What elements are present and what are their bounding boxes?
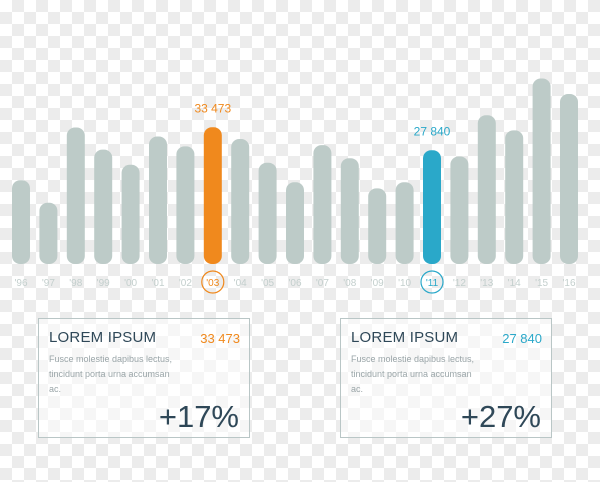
x-tick-label: '02: [179, 278, 192, 289]
bar-02: [176, 146, 195, 264]
bar-value-label: 33 473: [194, 101, 231, 115]
summary-panel-03: LOREM IPSUM 33 473 Fusce molestie dapibu…: [38, 318, 250, 438]
bar-08: [340, 158, 359, 264]
x-tick-label: '13: [480, 278, 493, 289]
x-tick-label: '11: [426, 278, 439, 289]
bar-06: [286, 182, 304, 264]
bar-chart: '96 '97 '98 '99 '00 '01 '02 '03 33 473 '04 '05 '06 '…: [12, 78, 578, 294]
x-tick-label: '08: [343, 278, 356, 289]
bar-10: [395, 182, 414, 264]
panel-value: 33 473: [200, 331, 240, 346]
panel-description: Fusce molestie dapibus lectus, tincidunt…: [351, 354, 475, 394]
panel-title: LOREM IPSUM: [49, 329, 157, 346]
bar-01: [149, 136, 167, 264]
panel-title: LOREM IPSUM: [351, 329, 459, 346]
highlight-ring: [201, 270, 225, 294]
x-tick-label: '00: [124, 278, 137, 289]
bar-96: [12, 180, 30, 264]
x-tick-label: '01: [151, 278, 164, 289]
x-tick-label: '10: [398, 278, 411, 289]
x-tick-label: '98: [69, 278, 82, 289]
panel-percent: +27%: [460, 399, 541, 434]
bar-09: [368, 188, 387, 264]
bar-05: [258, 162, 277, 264]
x-tick-label: '16: [562, 278, 575, 289]
bar-value-label: 27 840: [414, 124, 451, 138]
bar-04: [231, 138, 250, 264]
x-tick-label: '07: [316, 278, 329, 289]
x-tick-label: '99: [97, 278, 110, 289]
x-tick-label: '04: [234, 278, 247, 289]
bar-98: [66, 127, 85, 264]
panel-description: Fusce molestie dapibus lectus, tincidunt…: [49, 354, 173, 394]
panel-value: 27 840: [502, 331, 542, 346]
bar-12: [450, 156, 469, 264]
bar-07: [313, 145, 332, 264]
x-tick-label: '06: [288, 278, 301, 289]
bar-14: [505, 130, 524, 264]
x-tick-label: '14: [508, 278, 521, 289]
x-tick-label: '12: [453, 278, 466, 289]
x-tick-label: '03: [206, 278, 219, 289]
bar-16: [560, 94, 578, 265]
highlight-ring: [420, 270, 444, 294]
x-tick-label: '15: [535, 278, 548, 289]
x-tick-label: '96: [14, 278, 27, 289]
summary-panel-11: LOREM IPSUM 27 840 Fusce molestie dapibu…: [340, 318, 552, 438]
x-tick-label: '05: [261, 278, 274, 289]
x-tick-label: '09: [371, 278, 384, 289]
bar-97: [39, 202, 58, 264]
bar-11: [423, 150, 441, 264]
bar-03: [203, 127, 222, 264]
bar-99: [94, 149, 113, 264]
bar-13: [477, 115, 496, 264]
x-tick-label: '97: [42, 278, 55, 289]
panel-percent: +17%: [158, 399, 239, 434]
bar-00: [121, 164, 140, 264]
bar-15: [532, 78, 551, 265]
